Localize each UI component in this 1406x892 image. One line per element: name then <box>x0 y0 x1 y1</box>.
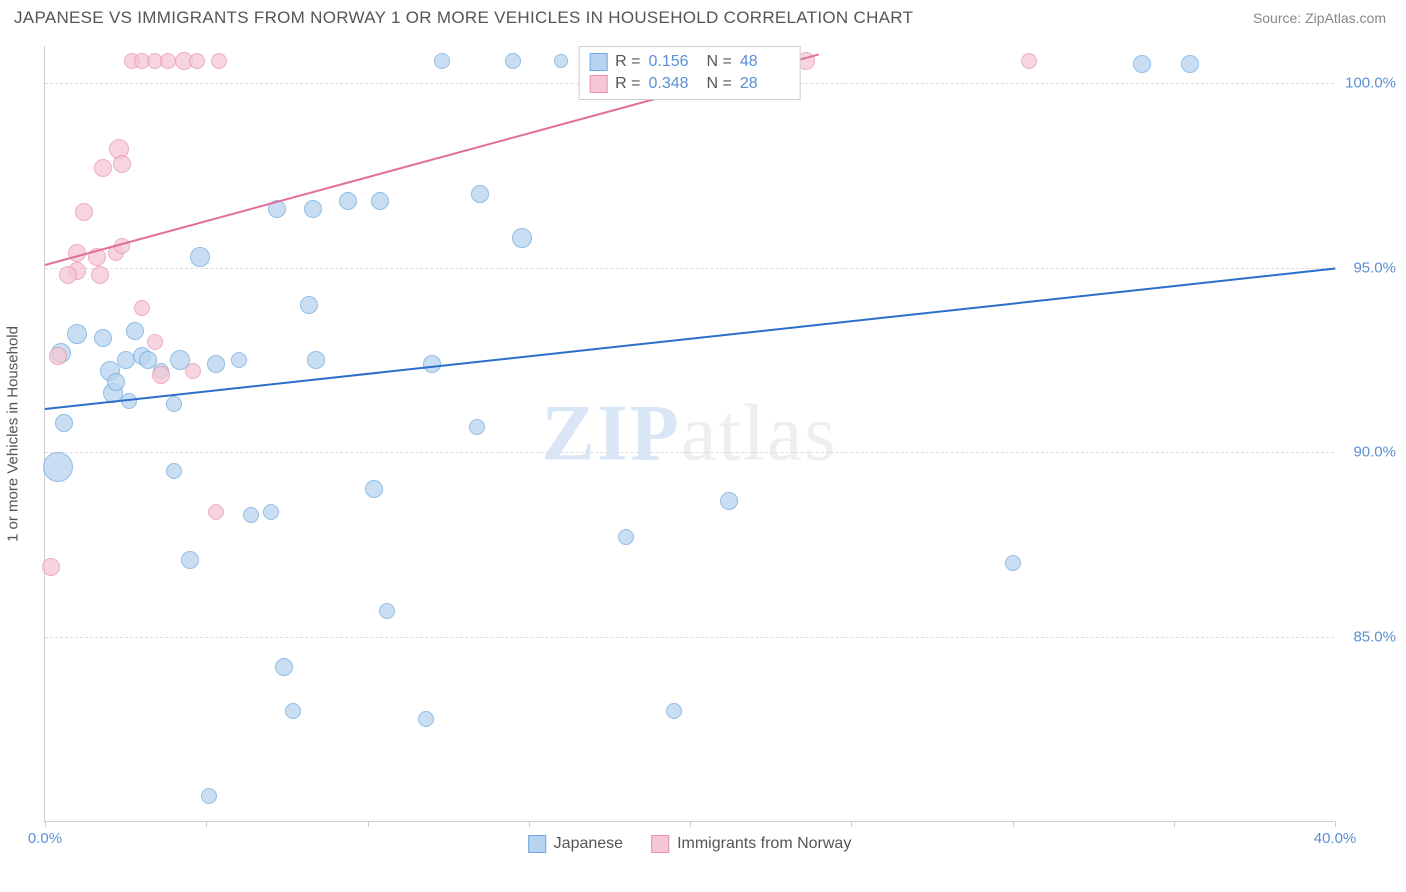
data-point <box>243 507 259 523</box>
data-point <box>304 200 322 218</box>
x-tick <box>206 821 207 827</box>
source-label: Source: ZipAtlas.com <box>1253 10 1386 26</box>
data-point <box>94 159 112 177</box>
gridline <box>45 637 1334 638</box>
data-point <box>418 711 434 727</box>
series-legend: Japanese Immigrants from Norway <box>528 835 852 853</box>
data-point <box>307 351 325 369</box>
data-point <box>371 192 389 210</box>
data-point <box>42 558 60 576</box>
data-point <box>189 53 205 69</box>
data-point <box>423 355 441 373</box>
data-point <box>365 480 383 498</box>
data-point <box>113 155 131 173</box>
data-point <box>720 492 738 510</box>
legend-swatch <box>528 835 546 853</box>
x-tick <box>1335 821 1336 827</box>
y-axis-label: 1 or more Vehicles in Household <box>5 326 22 542</box>
r-label: R = <box>615 51 640 73</box>
x-tick <box>368 821 369 827</box>
n-label: N = <box>707 51 732 73</box>
data-point <box>166 463 182 479</box>
data-point <box>94 329 112 347</box>
chart-header: JAPANESE VS IMMIGRANTS FROM NORWAY 1 OR … <box>0 0 1406 32</box>
gridline <box>45 452 1334 453</box>
x-tick <box>1174 821 1175 827</box>
r-value: 0.348 <box>649 73 699 95</box>
legend-label: Japanese <box>554 835 623 853</box>
n-value: 28 <box>740 73 790 95</box>
data-point <box>211 53 227 69</box>
plot-surface: 85.0%90.0%95.0%100.0%0.0%40.0% <box>45 46 1334 821</box>
data-point <box>185 363 201 379</box>
data-point <box>554 54 568 68</box>
data-point <box>469 419 485 435</box>
data-point <box>49 347 67 365</box>
data-point <box>1005 555 1021 571</box>
trend-line <box>45 268 1335 410</box>
x-tick-label: 0.0% <box>28 830 62 847</box>
data-point <box>231 352 247 368</box>
y-tick-label: 100.0% <box>1345 74 1396 91</box>
y-tick-label: 85.0% <box>1353 629 1396 646</box>
data-point <box>471 185 489 203</box>
n-label: N = <box>707 73 732 95</box>
y-tick-label: 90.0% <box>1353 444 1396 461</box>
legend-swatch <box>589 53 607 71</box>
data-point <box>208 504 224 520</box>
data-point <box>1181 55 1199 73</box>
data-point <box>43 452 73 482</box>
x-tick <box>45 821 46 827</box>
data-point <box>379 603 395 619</box>
r-value: 0.156 <box>649 51 699 73</box>
chart-title: JAPANESE VS IMMIGRANTS FROM NORWAY 1 OR … <box>14 8 913 28</box>
x-tick <box>690 821 691 827</box>
data-point <box>285 703 301 719</box>
data-point <box>75 203 93 221</box>
chart-area: ZIPatlas 1 or more Vehicles in Household… <box>44 46 1334 822</box>
data-point <box>275 658 293 676</box>
legend-swatch <box>651 835 669 853</box>
data-point <box>434 53 450 69</box>
legend-item: Japanese <box>528 835 623 853</box>
x-tick <box>1013 821 1014 827</box>
gridline <box>45 268 1334 269</box>
n-value: 48 <box>740 51 790 73</box>
data-point <box>263 504 279 520</box>
data-point <box>666 703 682 719</box>
r-label: R = <box>615 73 640 95</box>
y-tick-label: 95.0% <box>1353 259 1396 276</box>
correlation-legend: R = 0.156 N = 48 R = 0.348 N = 28 <box>578 46 801 100</box>
data-point <box>339 192 357 210</box>
data-point <box>107 373 125 391</box>
data-point <box>181 551 199 569</box>
data-point <box>1021 53 1037 69</box>
data-point <box>55 414 73 432</box>
correlation-row: R = 0.348 N = 28 <box>589 73 790 95</box>
data-point <box>134 300 150 316</box>
correlation-row: R = 0.156 N = 48 <box>589 51 790 73</box>
data-point <box>618 529 634 545</box>
data-point <box>91 266 109 284</box>
data-point <box>190 247 210 267</box>
data-point <box>152 366 170 384</box>
x-tick-label: 40.0% <box>1314 830 1357 847</box>
data-point <box>59 266 77 284</box>
data-point <box>300 296 318 314</box>
legend-item: Immigrants from Norway <box>651 835 851 853</box>
data-point <box>166 396 182 412</box>
data-point <box>207 355 225 373</box>
data-point <box>512 228 532 248</box>
data-point <box>147 334 163 350</box>
legend-label: Immigrants from Norway <box>677 835 851 853</box>
data-point <box>201 788 217 804</box>
x-tick <box>851 821 852 827</box>
data-point <box>160 53 176 69</box>
data-point <box>1133 55 1151 73</box>
data-point <box>126 322 144 340</box>
legend-swatch <box>589 75 607 93</box>
x-tick <box>529 821 530 827</box>
data-point <box>505 53 521 69</box>
data-point <box>67 324 87 344</box>
